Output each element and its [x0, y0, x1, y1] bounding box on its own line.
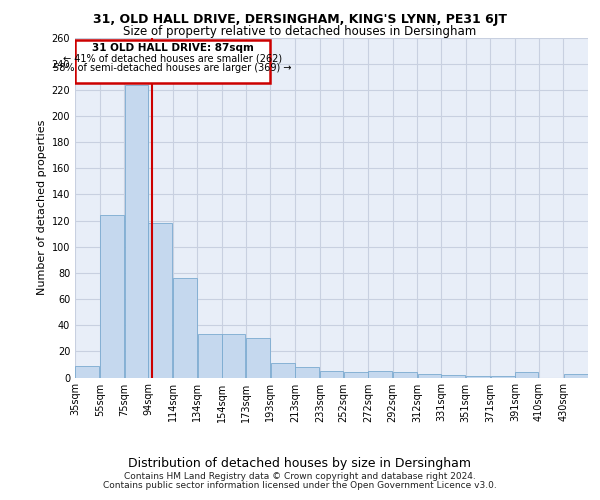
Text: Contains HM Land Registry data © Crown copyright and database right 2024.: Contains HM Land Registry data © Crown c…	[124, 472, 476, 481]
Bar	[320, 371, 343, 378]
Bar	[344, 372, 368, 378]
Bar	[271, 363, 295, 378]
Text: 58% of semi-detached houses are larger (369) →: 58% of semi-detached houses are larger (…	[53, 63, 292, 73]
Bar	[76, 366, 100, 378]
Bar	[466, 376, 490, 378]
Bar	[246, 338, 270, 378]
Bar	[125, 84, 148, 378]
Bar	[100, 216, 124, 378]
Bar	[441, 375, 466, 378]
Bar	[368, 371, 392, 378]
Bar	[197, 334, 222, 378]
Bar	[418, 374, 440, 378]
Bar	[223, 334, 245, 378]
Bar	[393, 372, 417, 378]
Text: 31 OLD HALL DRIVE: 87sqm: 31 OLD HALL DRIVE: 87sqm	[92, 44, 254, 54]
Text: Size of property relative to detached houses in Dersingham: Size of property relative to detached ho…	[124, 25, 476, 38]
Bar	[491, 376, 515, 378]
Text: Contains public sector information licensed under the Open Government Licence v3: Contains public sector information licen…	[103, 481, 497, 490]
Y-axis label: Number of detached properties: Number of detached properties	[37, 120, 47, 295]
Bar	[173, 278, 197, 378]
Bar	[148, 223, 172, 378]
Text: Distribution of detached houses by size in Dersingham: Distribution of detached houses by size …	[128, 457, 472, 470]
Bar	[563, 374, 587, 378]
Bar	[295, 367, 319, 378]
Bar	[515, 372, 538, 378]
Text: 31, OLD HALL DRIVE, DERSINGHAM, KING'S LYNN, PE31 6JT: 31, OLD HALL DRIVE, DERSINGHAM, KING'S L…	[93, 12, 507, 26]
Text: ← 41% of detached houses are smaller (262): ← 41% of detached houses are smaller (26…	[63, 53, 282, 63]
Bar	[75, 40, 271, 84]
